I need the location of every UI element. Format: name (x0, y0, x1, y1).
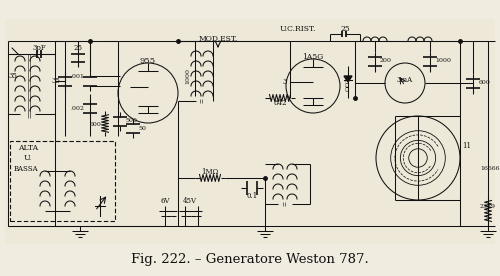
Text: OO2: OO2 (346, 77, 350, 91)
Text: 500: 500 (125, 118, 137, 123)
Text: .001: .001 (70, 73, 84, 78)
Text: 16666: 16666 (480, 166, 500, 171)
Text: 3: 3 (282, 78, 287, 86)
Text: 25: 25 (340, 25, 350, 33)
Text: 3pF: 3pF (32, 44, 46, 52)
Text: 35: 35 (51, 77, 60, 85)
Text: 50: 50 (138, 126, 146, 131)
Text: 2329: 2329 (480, 203, 496, 208)
Text: 600: 600 (479, 81, 491, 86)
Text: 6V: 6V (160, 197, 170, 205)
Text: ALTA: ALTA (18, 144, 38, 152)
Text: U.: U. (24, 154, 32, 162)
Text: .002: .002 (70, 105, 84, 110)
Text: 25: 25 (74, 44, 82, 52)
Text: 11: 11 (462, 142, 471, 150)
Text: 842: 842 (273, 99, 287, 107)
Text: 1MΩ: 1MΩ (202, 168, 218, 176)
Text: 1000: 1000 (435, 57, 451, 62)
Text: 45V: 45V (183, 197, 197, 205)
Text: 200: 200 (380, 57, 392, 62)
Text: 3mA: 3mA (397, 76, 413, 84)
Text: 1A5G: 1A5G (302, 53, 324, 61)
Polygon shape (344, 76, 352, 82)
Text: 1000: 1000 (185, 68, 190, 84)
Text: 0.1: 0.1 (246, 192, 258, 200)
Text: 600: 600 (89, 121, 101, 126)
Bar (10, 141, 115, 221)
Bar (5, 19, 495, 244)
Text: BASSA: BASSA (14, 165, 38, 173)
Text: MOD.EST.: MOD.EST. (198, 35, 237, 43)
Text: 955: 955 (140, 57, 156, 65)
Text: U.C.RIST.: U.C.RIST. (280, 25, 316, 33)
Text: Fig. 222. – Generatore Weston 787.: Fig. 222. – Generatore Weston 787. (131, 253, 369, 266)
Text: 35: 35 (8, 72, 17, 80)
